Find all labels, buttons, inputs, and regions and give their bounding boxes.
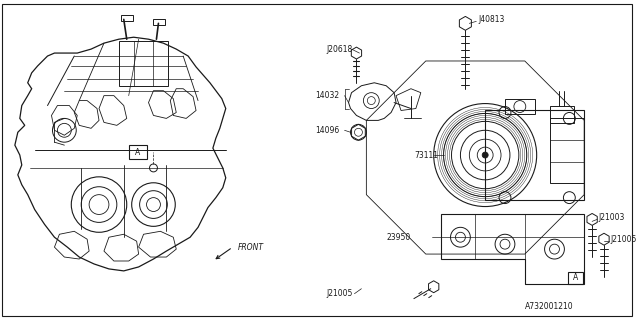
Bar: [505, 99, 534, 115]
Text: J21005: J21005: [327, 289, 353, 298]
Bar: [485, 110, 584, 200]
Text: 14096: 14096: [315, 126, 339, 135]
Bar: [550, 118, 584, 183]
Bar: [154, 20, 165, 25]
Circle shape: [482, 152, 488, 158]
Text: J21003: J21003: [598, 213, 625, 222]
Text: 23950: 23950: [386, 233, 410, 242]
Text: FRONT: FRONT: [237, 243, 264, 252]
Text: J20618: J20618: [327, 44, 353, 54]
Bar: [119, 41, 168, 86]
Bar: [550, 106, 574, 124]
Text: J21005: J21005: [610, 235, 636, 244]
Bar: [129, 145, 147, 159]
Bar: [121, 15, 132, 21]
Circle shape: [150, 164, 157, 172]
Text: J40813: J40813: [478, 15, 504, 24]
Text: A: A: [573, 273, 578, 282]
Text: 73111: 73111: [414, 150, 438, 160]
Bar: [568, 272, 583, 284]
Text: 14032: 14032: [315, 91, 339, 100]
Text: A732001210: A732001210: [525, 302, 573, 311]
Text: A: A: [135, 148, 140, 156]
